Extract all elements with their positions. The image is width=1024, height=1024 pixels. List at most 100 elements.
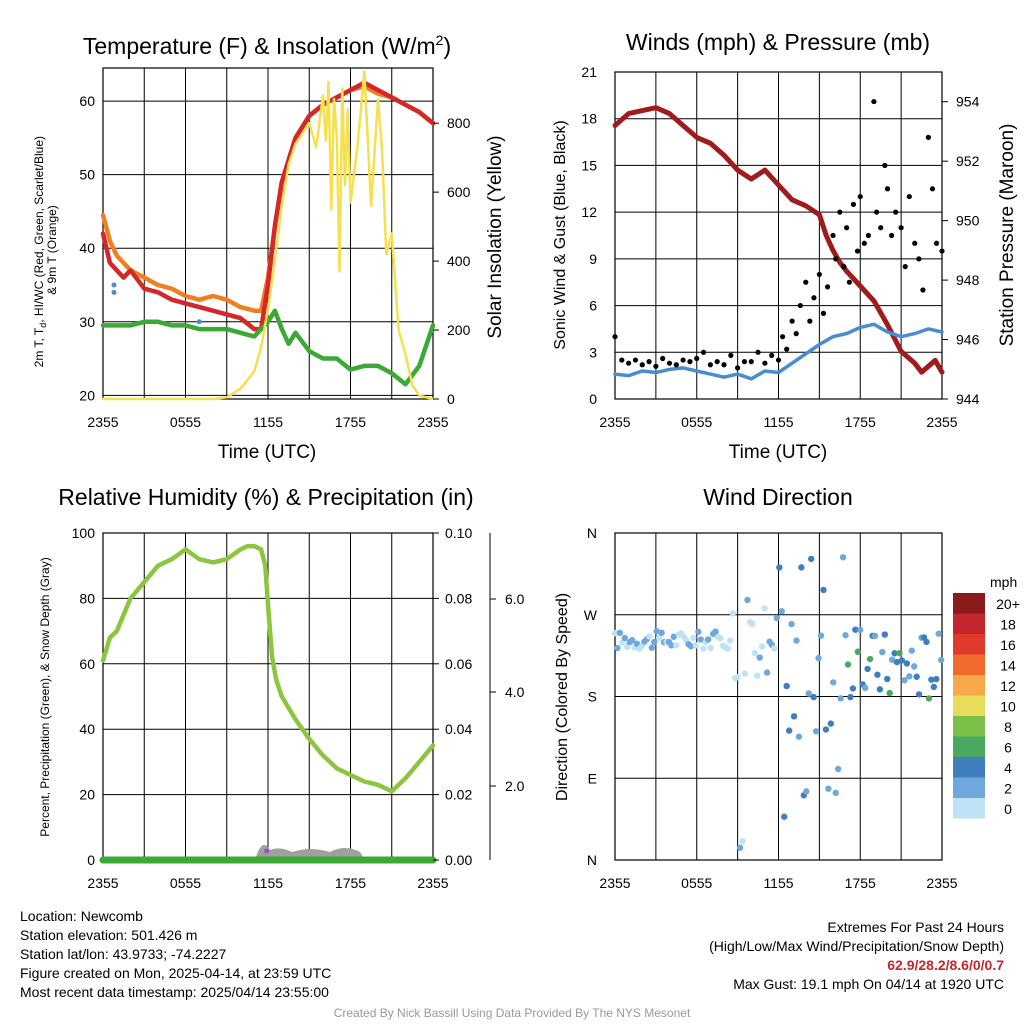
legend-swatch xyxy=(953,593,985,614)
gust-point xyxy=(728,352,734,358)
recent-timestamp: Most recent data timestamp: 2025/04/14 2… xyxy=(20,984,329,1000)
winds-panel-title: Winds (mph) & Pressure (mb) xyxy=(626,29,930,55)
gust-point xyxy=(741,359,748,365)
wind-direction-point xyxy=(815,654,822,662)
gust-point xyxy=(714,359,720,365)
extremes-values: 62.9/28.2/8.6/0/0.7 xyxy=(887,957,1004,973)
gust-point xyxy=(912,240,918,246)
x-tick-label: 0555 xyxy=(170,875,201,891)
gust-point xyxy=(888,232,895,239)
wind-direction-point xyxy=(648,644,655,651)
gust-point xyxy=(820,310,827,316)
gust-point xyxy=(660,355,666,362)
wind-direction-point xyxy=(781,813,788,820)
temp-tick-label: 20 xyxy=(79,387,95,403)
gust-point xyxy=(906,193,912,200)
wind-direction-point xyxy=(707,644,714,652)
wind-direction-point xyxy=(783,682,790,690)
wind-direction-point xyxy=(756,654,763,661)
precip-tick-label: 0.00 xyxy=(445,852,472,868)
extremes-title: Extremes For Past 24 Hours xyxy=(827,919,1004,935)
gust-point xyxy=(874,209,880,215)
gust-point xyxy=(939,248,945,254)
legend-label: 14 xyxy=(1000,658,1016,674)
wind-direction-point xyxy=(915,691,923,698)
precip-tick-label: 0.10 xyxy=(445,525,472,541)
wind-direction-point xyxy=(736,844,744,851)
pressure-y-axis-label: Station Pressure (Maroon) xyxy=(997,124,1018,347)
wind-direction-point xyxy=(773,614,781,622)
extremes-block: Extremes For Past 24 Hours (High/Low/Max… xyxy=(709,918,1004,994)
gust-point xyxy=(837,209,843,215)
wind-direction-point xyxy=(891,650,898,657)
precip-tick-label: 0.04 xyxy=(445,721,472,737)
x-tick-label: 0555 xyxy=(170,414,201,430)
legend-label: 6 xyxy=(1004,740,1012,756)
gust-point xyxy=(833,256,839,262)
wind-direction-point xyxy=(751,649,758,657)
wind-chill-point xyxy=(196,319,202,325)
gust-point xyxy=(803,279,809,285)
x-tick-label: 2355 xyxy=(926,414,957,430)
gust-point xyxy=(632,357,639,363)
station-elevation: Station elevation: 501.426 m xyxy=(20,927,198,943)
legend-swatch xyxy=(953,777,985,798)
humidity-tick-label: 100 xyxy=(72,525,96,541)
wind-direction-point xyxy=(724,645,732,652)
legend-label: 20+ xyxy=(996,596,1020,612)
humidity-plot-area xyxy=(99,543,437,864)
humidity-y-axis-label: Percent, Precipitation (Green), & Snow D… xyxy=(38,557,52,836)
wind-direction-point xyxy=(876,686,884,693)
legend-swatch xyxy=(953,613,985,634)
wind-direction-point xyxy=(837,695,844,702)
wind-direction-point xyxy=(790,713,798,720)
wind-direction-point xyxy=(844,661,852,668)
wind-direction-point xyxy=(646,633,653,640)
credit-line: Created By Nick Bassill Using Data Provi… xyxy=(333,1006,691,1020)
gust-point xyxy=(925,134,931,140)
wind-direction-point xyxy=(700,645,707,652)
wind-tick-label: 15 xyxy=(581,157,597,173)
gust-point xyxy=(687,359,693,365)
figure-created: Figure created on Mon, 2025-04-14, at 23… xyxy=(20,965,332,981)
wind-direction-point xyxy=(651,638,658,646)
gust-point xyxy=(916,256,922,262)
legend-label: 4 xyxy=(1004,760,1012,776)
wind-direction-point xyxy=(913,673,920,680)
gust-point xyxy=(735,365,741,371)
direction-tick-label: N xyxy=(587,525,597,541)
legend-swatch xyxy=(953,695,985,716)
wind-direction-point xyxy=(771,645,778,652)
humidity-y-ticks: 0 20 40 60 80 100 xyxy=(72,525,96,868)
wind-direction-point xyxy=(734,673,741,681)
humidity-tick-label: 40 xyxy=(79,721,95,737)
direction-tick-label: N xyxy=(587,852,597,868)
x-tick-label: 1755 xyxy=(335,875,366,891)
legend-swatch xyxy=(953,675,985,696)
wind-direction-point xyxy=(695,628,702,636)
precip-marker xyxy=(264,848,270,854)
wind-direction-point xyxy=(866,655,874,663)
legend-swatch xyxy=(953,654,985,675)
legend-swatch xyxy=(953,634,985,655)
station-info: Location: Newcomb Station elevation: 501… xyxy=(20,907,331,1002)
wind-tick-label: 3 xyxy=(589,344,597,360)
gust-point xyxy=(920,287,926,293)
gust-point xyxy=(646,359,652,365)
wind-direction-y-ticks: N E S W N xyxy=(584,525,598,868)
temperature-insolation-panel: Temperature (F) & Insolation (W/m2) 2030… xyxy=(32,32,506,463)
wind-direction-point xyxy=(822,726,830,733)
pressure-tick-label: 944 xyxy=(956,391,980,407)
temperature-grid xyxy=(102,67,434,400)
snow-depth-tick-label: 6.0 xyxy=(505,591,525,607)
wind-direction-point xyxy=(778,608,785,615)
gust-point xyxy=(653,363,659,369)
x-tick-label: 2355 xyxy=(599,875,630,891)
wind-direction-point xyxy=(776,564,783,571)
pressure-series-line xyxy=(612,105,945,375)
legend-swatch xyxy=(953,757,985,778)
temperature-title-sup: 2 xyxy=(436,32,444,48)
pressure-tick-label: 954 xyxy=(956,94,980,110)
wind-direction-point xyxy=(621,634,629,642)
